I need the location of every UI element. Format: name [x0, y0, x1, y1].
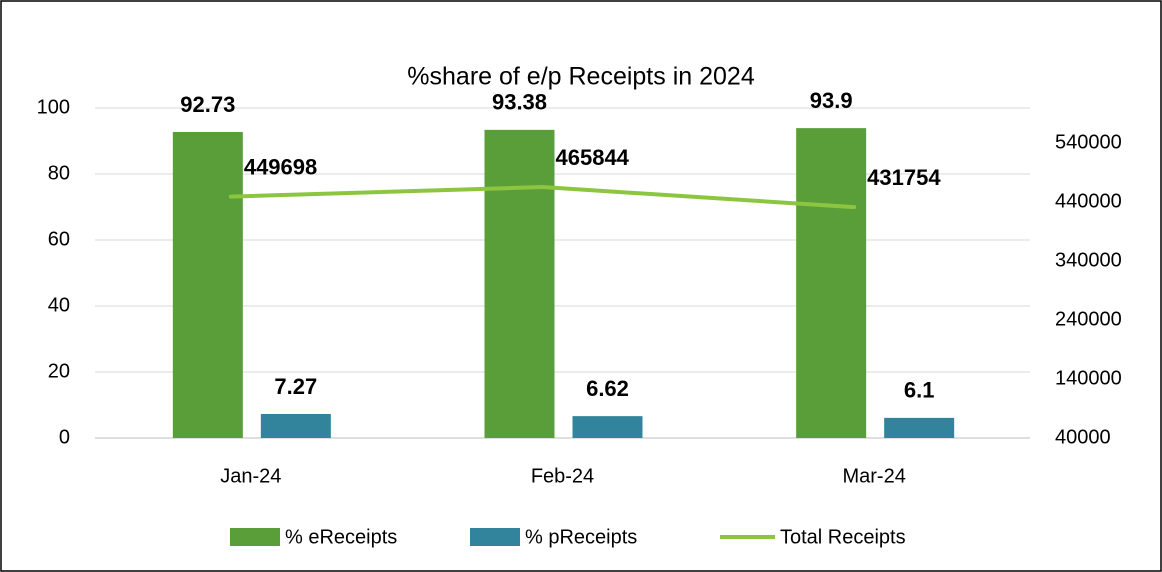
data-label: 6.62 — [586, 376, 629, 401]
bar — [884, 417, 955, 438]
data-label: 7.27 — [274, 374, 317, 399]
bar — [796, 128, 867, 438]
data-label: 431754 — [867, 165, 941, 190]
x-tick-label: Mar-24 — [842, 465, 905, 487]
y-tick-label: 0 — [59, 426, 70, 448]
y2-tick-label: 240000 — [1055, 308, 1122, 330]
y2-tick-label: 40000 — [1055, 426, 1111, 448]
y-tick-label: 60 — [48, 228, 70, 250]
bar — [484, 129, 555, 438]
y2-tick-label: 540000 — [1055, 132, 1122, 154]
y-tick-label: 20 — [48, 360, 70, 382]
x-tick-label: Jan-24 — [220, 465, 281, 487]
chart-title: %share of e/p Receipts in 2024 — [407, 63, 755, 91]
bar — [260, 414, 331, 438]
data-label: 92.73 — [180, 92, 235, 117]
data-label: 93.9 — [810, 88, 853, 113]
x-tick-label: Feb-24 — [531, 465, 594, 487]
y2-tick-label: 440000 — [1055, 191, 1122, 213]
y2-tick-label: 140000 — [1055, 367, 1122, 389]
legend-label: % eReceipts — [285, 526, 397, 548]
data-label: 465844 — [556, 145, 630, 170]
y-tick-label: 100 — [37, 96, 70, 118]
data-label: 449698 — [244, 154, 317, 179]
y-tick-label: 40 — [48, 294, 70, 316]
data-label: 6.1 — [904, 378, 935, 403]
legend-label: % pReceipts — [525, 526, 637, 548]
line — [228, 185, 857, 210]
y2-tick-label: 340000 — [1055, 249, 1122, 271]
bar — [172, 131, 243, 438]
data-label: 93.38 — [492, 90, 547, 115]
bar — [572, 416, 643, 438]
legend-label: Total Receipts — [780, 526, 906, 548]
legend-swatch — [230, 528, 280, 546]
legend-swatch — [470, 528, 520, 546]
y-tick-label: 80 — [48, 162, 70, 184]
